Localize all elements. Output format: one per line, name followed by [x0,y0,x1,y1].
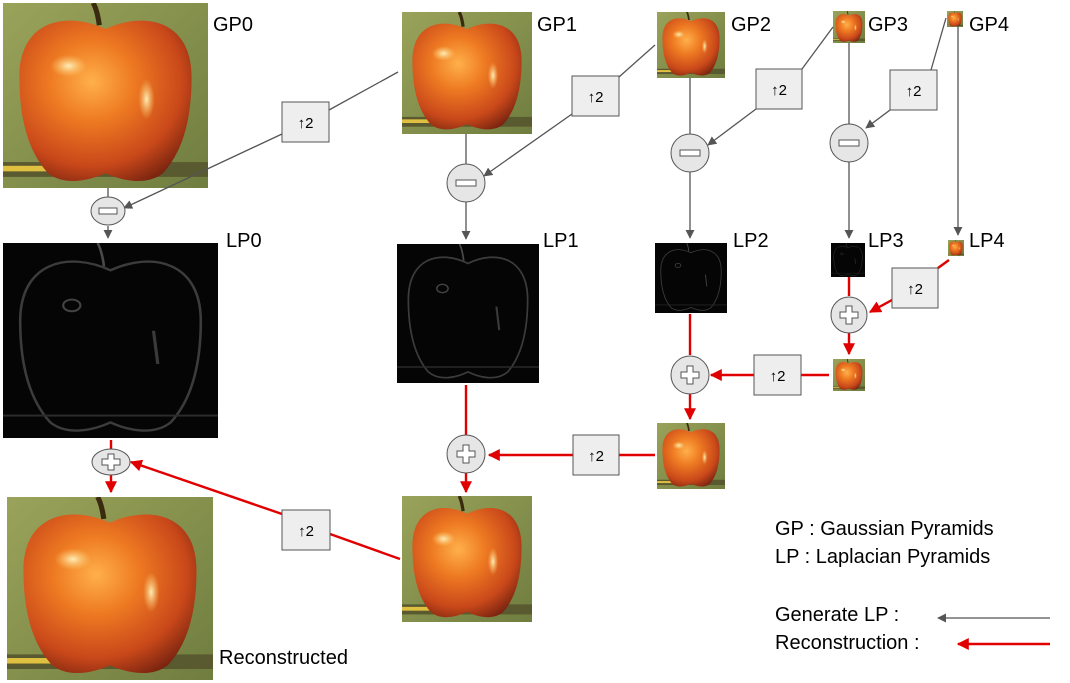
lp3-image [831,243,865,277]
recon-level3-image [833,359,865,391]
lp1-image [397,244,539,383]
upsample-label: ↑2 [771,82,787,99]
upsample-box-gp3: ↑2 [755,68,803,110]
plus-icon [830,296,868,334]
upsample-box-gp4: ↑2 [889,69,938,111]
gp2-image [657,12,725,78]
gp4-label: GP4 [969,14,1010,36]
gp4-image [947,11,963,27]
lp1-label: LP1 [543,230,579,252]
upsample-label: ↑2 [906,83,922,100]
minus-icon [829,123,869,163]
minus-icon [90,196,126,226]
legend-generate: Generate LP : [775,604,900,626]
upsample-box-recon1: ↑2 [281,509,331,551]
lp2-image [655,243,727,313]
upsample-label: ↑2 [298,523,314,540]
minus-operators [90,123,869,226]
upsample-label: ↑2 [588,89,604,106]
lp3-label: LP3 [868,230,904,252]
minus-icon [446,163,486,203]
plus-icon [446,434,486,474]
gp1-label: GP1 [537,14,578,36]
gp3-label: GP3 [868,14,909,36]
legend-gp: GP : Gaussian Pyramids [775,518,994,540]
gp0-image [3,3,208,188]
lp0-image [3,243,218,438]
upsample-label: ↑2 [907,281,923,298]
upsample-box-recon3: ↑2 [753,354,802,396]
upsample-label: ↑2 [298,115,314,132]
plus-icon [91,448,131,476]
legend-lp: LP : Laplacian Pyramids [775,546,991,568]
plus-icon [670,355,710,395]
gp3-image [833,11,865,43]
generate-lp-connectors [103,17,963,240]
lp4-image [948,240,964,256]
reconstructed-image [7,497,213,680]
upsample-label: ↑2 [588,448,604,465]
legend-reconstruction: Reconstruction : [775,632,920,654]
upsample-label: ↑2 [770,368,786,385]
upsample-box-gp2: ↑2 [571,75,620,117]
lp4-label: LP4 [969,230,1005,252]
upsample-box-lp4: ↑2 [891,267,939,309]
lp2-label: LP2 [733,230,769,252]
recon-level2-image [657,423,725,489]
upsample-box-gp1: ↑2 [281,101,330,143]
gp2-label: GP2 [731,14,772,36]
recon-level1-image [402,496,532,622]
lp0-label: LP0 [226,230,262,252]
reconstructed-label: Reconstructed [219,647,348,669]
gp1-image [402,12,532,134]
minus-icon [670,133,710,173]
reconstruction-connectors [105,259,950,561]
plus-operators [91,296,868,476]
upsample-box-recon2: ↑2 [572,434,620,476]
upsample-boxes: ↑2 ↑2 ↑2 ↑2 ↑2 ↑2 ↑2 ↑2 [281,68,939,551]
gp0-label: GP0 [213,14,254,36]
